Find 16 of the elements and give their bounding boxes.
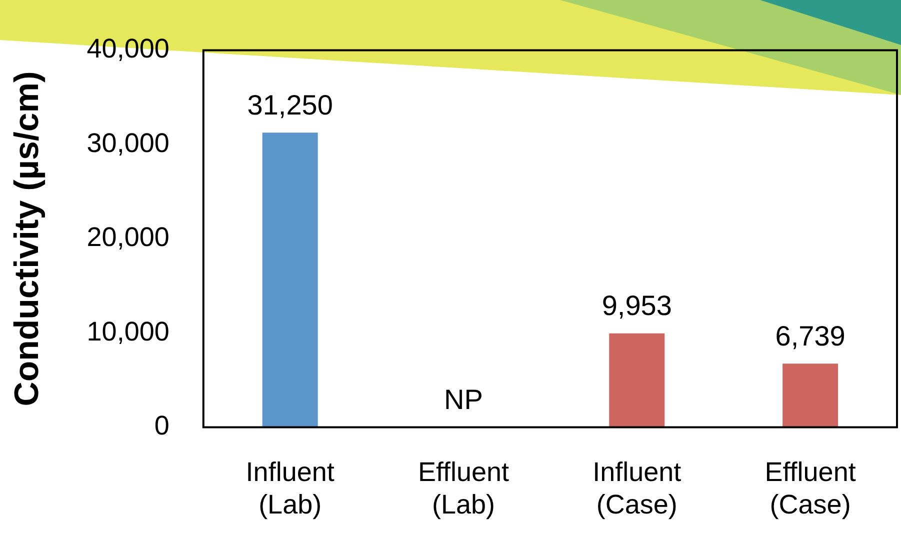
text: NP bbox=[444, 384, 483, 415]
y-tick-label: 20,000 bbox=[86, 222, 170, 252]
y-tick-label: 0 bbox=[154, 410, 170, 441]
data-label: 31,250 bbox=[247, 89, 333, 120]
x-tick-label: Effluent (Case) bbox=[764, 456, 856, 520]
x-tick-label: Effluent (Lab) bbox=[418, 456, 510, 520]
y-tick-label: 10,000 bbox=[86, 316, 170, 346]
bar bbox=[782, 364, 838, 428]
x-tick-label: Influent (Lab) bbox=[246, 456, 335, 520]
bar bbox=[262, 132, 318, 428]
y-axis-title: Conductivity (µs/cm) bbox=[8, 71, 46, 406]
x-tick-label: Influent (Case) bbox=[592, 456, 682, 520]
y-tick-label: 30,000 bbox=[86, 128, 170, 158]
data-label: 9,953 bbox=[602, 290, 672, 322]
data-label: 6,739 bbox=[775, 320, 846, 352]
bar bbox=[609, 333, 665, 428]
